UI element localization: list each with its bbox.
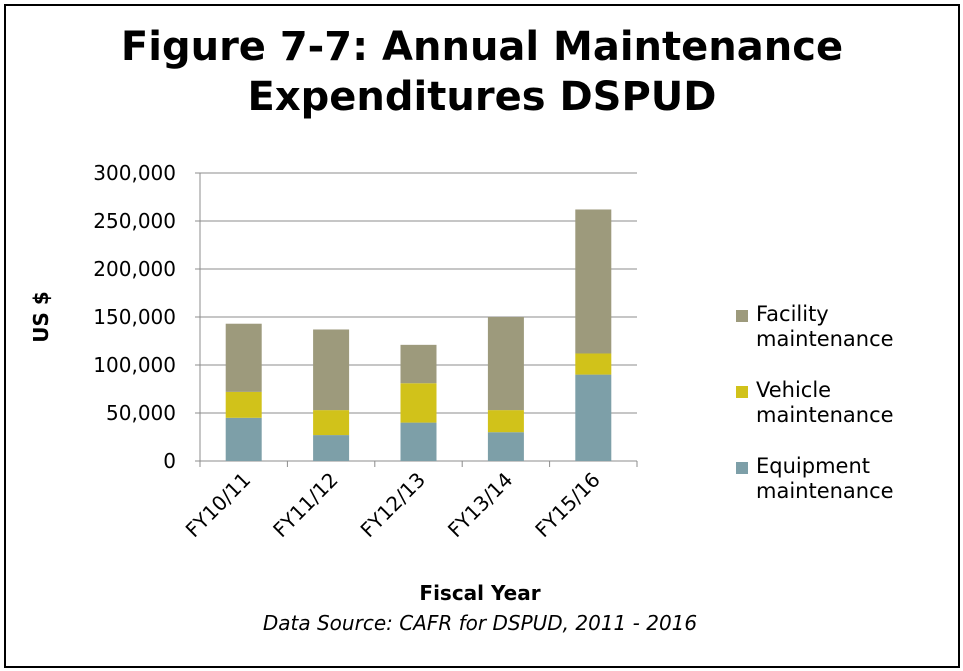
chart-title-line-1: Figure 7-7: Annual Maintenance [121,24,843,70]
bar-segment [575,374,612,461]
y-tick-label: 250,000 [93,209,176,233]
bar-segment [575,353,612,375]
x-tick-label: FY12/13 [356,468,431,543]
bar-segment [225,323,262,392]
x-tick-label: FY13/14 [443,468,518,543]
x-axis-title: Fiscal Year [419,581,540,605]
x-tick-label: FY15/16 [530,468,605,543]
bar-segment [225,417,262,461]
bar-segment [575,209,612,354]
bar-segment [487,317,524,411]
bar-segment [225,391,262,418]
bar-segment [313,329,350,411]
legend-swatch [736,386,748,398]
chart-title-line-2: Expenditures DSPUD [248,74,717,120]
chart-frame [4,4,960,668]
legend-label: Facility maintenance [756,302,894,351]
legend-label: Vehicle maintenance [756,378,894,427]
y-tick-label: 100,000 [93,353,176,377]
bar-segment [487,410,524,433]
y-tick-label: 300,000 [93,161,176,185]
bar-segment [400,344,437,384]
x-tick-label: FY11/12 [268,468,343,543]
source-note: Data Source: CAFR for DSPUD, 2011 - 2016 [263,611,697,635]
legend-swatch [736,310,748,322]
bar-segment [400,422,437,461]
bar-segment [487,432,524,461]
y-tick-label: 200,000 [93,257,176,281]
bar-segment [400,383,437,423]
bar-segment [313,410,350,436]
legend-swatch [736,462,748,474]
x-tick-label: FY10/11 [181,468,256,543]
y-tick-label: 50,000 [106,401,176,425]
y-tick-label: 150,000 [93,305,176,329]
legend-label: Equipment maintenance [756,454,894,503]
y-axis-title: US $ [29,291,53,343]
bar-segment [313,435,350,461]
y-tick-label: 0 [163,449,176,473]
